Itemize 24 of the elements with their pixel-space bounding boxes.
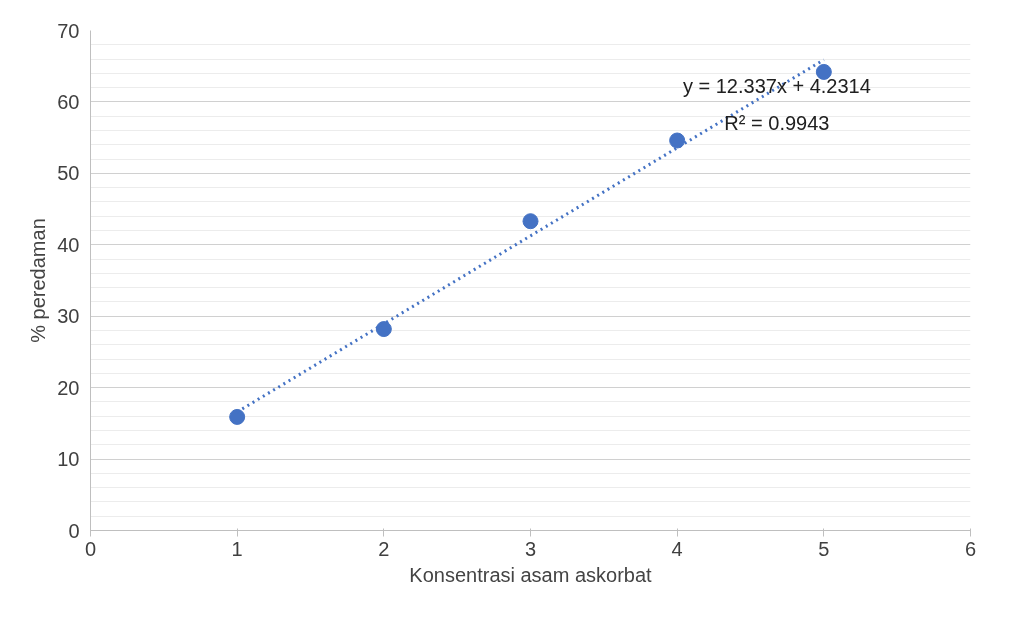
y-axis-title: % peredaman	[27, 218, 50, 343]
x-tick-label: 5	[818, 537, 830, 560]
y-tick-label: 70	[57, 19, 80, 42]
y-tick-label: 50	[57, 162, 80, 185]
y-tick-label: 10	[57, 448, 80, 471]
x-tick-label: 2	[378, 537, 390, 560]
y-tick-label: 40	[57, 233, 80, 256]
x-tick-label: 4	[671, 537, 683, 560]
x-tick-label: 0	[84, 537, 97, 560]
point	[522, 213, 539, 230]
x-tick-label: 6	[964, 537, 977, 560]
x-tick-label: 3	[524, 537, 537, 560]
y-tick-label: 60	[57, 90, 80, 113]
y-tick-label: 30	[57, 305, 80, 328]
y-tick-label: 0	[68, 519, 80, 542]
point	[669, 132, 686, 149]
point	[815, 63, 832, 80]
annotation: y = 12.337x + 4.2314	[682, 74, 871, 97]
y-tick-label: 20	[57, 376, 80, 399]
point	[229, 408, 246, 425]
x-tick-label: 1	[231, 537, 243, 560]
point	[375, 321, 392, 338]
annotation: R² = 0.9943	[724, 112, 830, 134]
x-axis-title: Konsentrasi asam askorbat	[409, 563, 653, 586]
